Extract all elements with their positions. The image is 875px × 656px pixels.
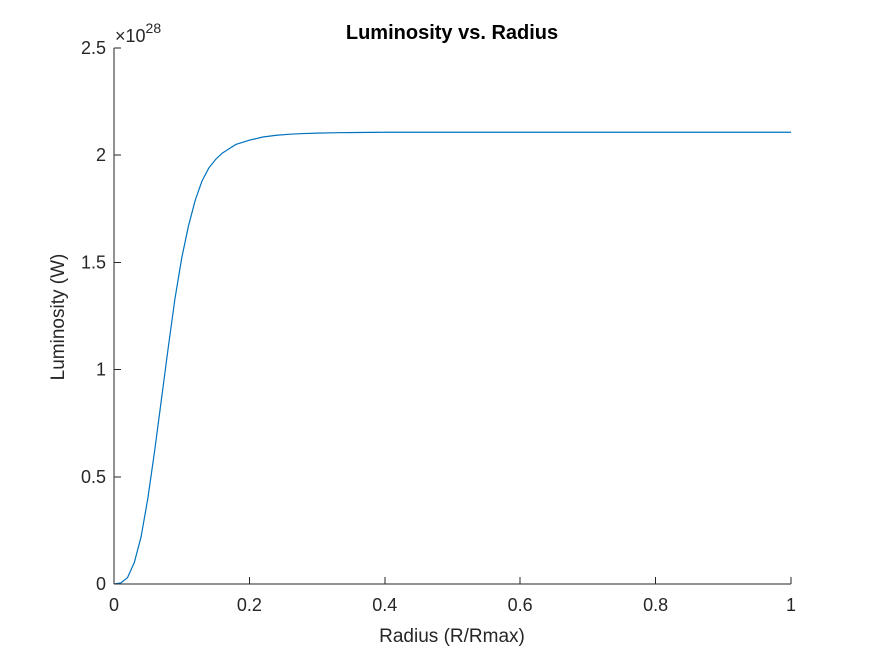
y-axis-label: Luminosity (W) (48, 254, 69, 381)
y-axis-exponent: ×1028 (115, 20, 161, 46)
y-tick-label: 1 (96, 360, 106, 380)
axes (113, 48, 791, 585)
x-tick-label: 1 (786, 595, 796, 615)
y-axis-ticks: 0 0.5 1 1.5 2 2.5 (81, 38, 121, 594)
y-tick-label: 2 (96, 145, 106, 165)
exponent-base: ×10 (115, 26, 146, 46)
y-tick-label: 1.5 (81, 252, 106, 272)
y-tick-label: 0.5 (81, 467, 106, 487)
plot-area (113, 131, 791, 585)
exponent-power: 28 (146, 20, 162, 36)
luminosity-series-line (113, 131, 791, 585)
x-axis-label: Radius (R/Rmax) (379, 626, 525, 647)
x-tick-label: 0 (109, 595, 119, 615)
y-tick-label: 2.5 (81, 38, 106, 58)
y-tick-label: 0 (96, 574, 106, 594)
x-tick-label: 0.4 (372, 595, 397, 615)
chart-title: Luminosity vs. Radius (346, 22, 558, 44)
x-tick-label: 0.2 (237, 595, 262, 615)
x-axis-ticks: 0 0.2 0.4 0.6 0.8 1 (109, 577, 796, 615)
x-tick-label: 0.6 (508, 595, 533, 615)
x-tick-label: 0.8 (643, 595, 668, 615)
